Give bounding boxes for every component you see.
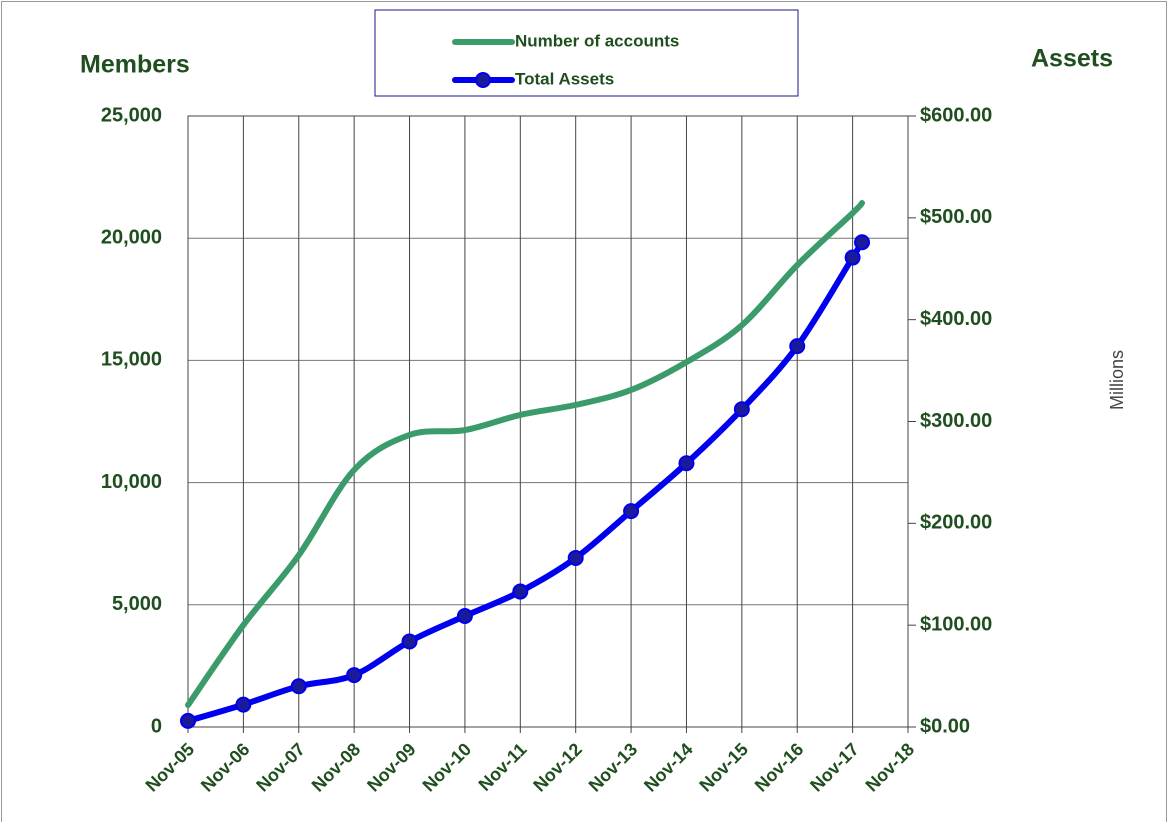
legend-label: Number of accounts (515, 31, 679, 50)
series-marker (733, 401, 750, 418)
y2-tick-label: $400.00 (920, 308, 992, 330)
series-line (185, 200, 866, 709)
series-marker (346, 667, 363, 684)
series-marker (789, 338, 806, 355)
series-marker (401, 633, 418, 650)
y-tick-label: 25,000 (101, 104, 162, 126)
legend-marker (475, 72, 491, 88)
y2-axis-title: Assets (1031, 45, 1113, 73)
x-tick-label: Nov-18 (862, 739, 919, 796)
x-tick-label: Nov-13 (585, 739, 642, 796)
y-tick-label: 15,000 (101, 349, 162, 371)
y2-tick-label: $300.00 (920, 410, 992, 432)
y-tick-label: 0 (151, 715, 162, 737)
legend-box (374, 9, 799, 97)
y2-tick-label: $0.00 (920, 715, 970, 737)
x-tick-label: Nov-07 (252, 739, 309, 796)
series-marker (854, 234, 871, 251)
plot-border (187, 115, 909, 728)
y2-tick-label: $200.00 (920, 512, 992, 534)
series-marker (290, 678, 307, 695)
y-tick-label: 10,000 (101, 471, 162, 493)
series-marker (235, 696, 252, 713)
series-marker (567, 549, 584, 566)
series-marker (623, 503, 640, 520)
x-tick-label: Nov-15 (695, 739, 752, 796)
x-tick-label: Nov-08 (308, 739, 365, 796)
x-tick-label: Nov-06 (197, 739, 254, 796)
series-marker (844, 249, 861, 266)
y-tick-label: 5,000 (112, 593, 162, 615)
x-tick-label: Nov-16 (751, 739, 808, 796)
series-marker (180, 712, 196, 729)
series-marker (456, 608, 473, 625)
y2-tick-label: $500.00 (920, 206, 992, 228)
series-marker (678, 455, 695, 472)
x-tick-label: Nov-12 (529, 739, 586, 796)
x-tick-label: Nov-17 (806, 739, 863, 796)
y-axis-title: Members (80, 51, 190, 79)
x-tick-label: Nov-05 (142, 739, 199, 796)
series-marker (512, 583, 529, 600)
x-tick-label: Nov-10 (419, 739, 476, 796)
x-tick-label: Nov-14 (640, 739, 697, 796)
x-tick-label: Nov-09 (363, 739, 420, 796)
y-tick-label: 20,000 (101, 226, 162, 248)
y2-tick-label: $100.00 (920, 613, 992, 635)
y2-unit-label: Millions (1107, 350, 1127, 410)
y2-tick-label: $600.00 (920, 104, 992, 126)
series-line (185, 239, 866, 724)
legend-label: Total Assets (515, 69, 614, 88)
x-tick-label: Nov-11 (475, 739, 531, 795)
